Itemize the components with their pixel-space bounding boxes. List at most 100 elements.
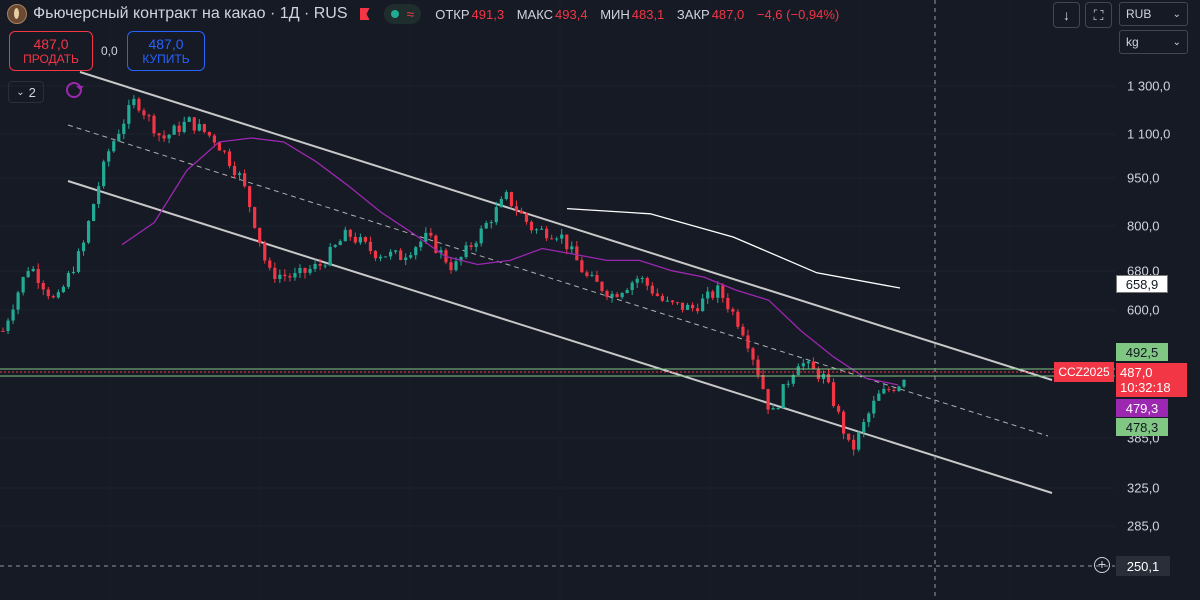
- channel-lower-line: [67, 180, 1053, 494]
- candle-body: [892, 389, 896, 391]
- candle-body: [363, 237, 368, 242]
- candle-body: [610, 293, 614, 297]
- spread-value: 0,0: [101, 44, 118, 58]
- candle-body: [454, 261, 458, 271]
- candle-body: [514, 206, 519, 211]
- candle-body: [796, 366, 800, 376]
- candle-body: [464, 245, 468, 258]
- candle-body: [539, 228, 544, 230]
- candle-body: [378, 256, 383, 259]
- last-price: 487,0: [1120, 365, 1153, 380]
- ohlc-values: ОТКР 491,3 МАКС 493,4 МИН 483,1 ЗАКР 487,0 −…: [435, 7, 848, 22]
- candle-body: [711, 291, 715, 298]
- chevron-down-icon: ⌄: [16, 86, 25, 98]
- candle-body: [192, 117, 196, 131]
- candle-body: [524, 213, 529, 222]
- candle-body: [388, 251, 393, 257]
- candle-body: [41, 282, 45, 290]
- candle-body: [867, 413, 871, 423]
- ticker-tag: CCZ2025: [1054, 362, 1114, 382]
- candle-body: [293, 273, 297, 278]
- crosshair-price-label: 250,1: [1116, 556, 1170, 576]
- candle-body: [263, 242, 267, 261]
- flag-icon[interactable]: [359, 8, 370, 20]
- candle-body: [107, 151, 111, 162]
- candle-body: [429, 232, 433, 236]
- buy-button[interactable]: 487,0 КУПИТЬ: [127, 31, 205, 71]
- candle-body: [836, 406, 841, 412]
- candle-body: [162, 135, 166, 139]
- candle-body: [731, 309, 735, 312]
- chart-grid: [0, 0, 1115, 600]
- candle-body: [278, 274, 282, 280]
- market-open-dot-icon: [390, 10, 399, 18]
- candle-body: [565, 234, 569, 250]
- candle-body: [751, 348, 755, 360]
- candle-body: [696, 308, 700, 312]
- sell-button[interactable]: 487,0 ПРОДАТЬ: [9, 31, 93, 71]
- sell-price: 487,0: [33, 35, 69, 52]
- candle-body: [439, 250, 443, 253]
- candle-body: [761, 375, 765, 390]
- unit-select[interactable]: kg ⌄: [1119, 30, 1188, 54]
- candle-body: [232, 165, 237, 176]
- last-price-label: 487,0 10:32:18: [1116, 363, 1187, 397]
- candle-body: [409, 255, 413, 258]
- candle-body: [635, 278, 639, 283]
- candle-body: [690, 304, 695, 309]
- candle-body: [142, 110, 146, 116]
- candle-body: [56, 292, 60, 298]
- candle-body: [92, 204, 96, 221]
- download-button[interactable]: ↓: [1053, 2, 1080, 28]
- fullscreen-button[interactable]: ⛶: [1085, 2, 1112, 28]
- candle-body: [46, 289, 50, 297]
- candle-body: [887, 388, 891, 390]
- axis-tick: 680,0: [1127, 263, 1160, 279]
- candle-body: [660, 295, 664, 301]
- candle-body: [766, 389, 770, 410]
- candle-body: [771, 408, 775, 410]
- candle-body: [358, 237, 362, 243]
- ohlc-open-value: 491,3: [471, 6, 505, 22]
- candle-body: [555, 238, 559, 240]
- ohlc-low-value: 483,1: [631, 6, 665, 22]
- buy-price: 487,0: [148, 35, 184, 52]
- candle-body: [26, 271, 30, 278]
- sync-icon[interactable]: [66, 82, 84, 98]
- candle-body: [489, 222, 493, 224]
- candle-body: [650, 285, 654, 294]
- high-price-label: 492,5: [1116, 343, 1168, 361]
- candle-body: [736, 311, 740, 327]
- candle-body: [383, 256, 388, 258]
- candle-body: [308, 268, 312, 273]
- channel-mid-line: [67, 124, 1049, 437]
- candle-body: [580, 260, 584, 273]
- candle-body: [227, 151, 232, 166]
- candle-body: [127, 105, 131, 124]
- candle-body: [318, 263, 322, 266]
- moving-averages: [121, 137, 901, 386]
- candle-body: [852, 439, 856, 450]
- market-status[interactable]: ≈: [383, 4, 422, 24]
- add-alert-plus-icon[interactable]: +: [1094, 557, 1110, 573]
- candle-body: [600, 281, 604, 292]
- ohlc-high-key: МАКС: [516, 6, 554, 22]
- candle-body: [243, 173, 247, 187]
- indicators-toggle-button[interactable]: ⌄ 2: [8, 81, 44, 103]
- candle-body: [373, 250, 378, 259]
- candle-body: [620, 292, 624, 298]
- candle-body: [343, 229, 347, 242]
- currency-select[interactable]: RUB ⌄: [1119, 2, 1188, 26]
- candle-body: [791, 375, 795, 384]
- candle-body: [298, 268, 302, 274]
- candle-body: [882, 388, 886, 394]
- candle-body: [288, 276, 292, 278]
- candle-body: [404, 257, 408, 261]
- candle-body: [248, 186, 252, 208]
- candle-body: [11, 309, 15, 321]
- symbol-title[interactable]: Фьючерсный контракт на какао · 1Д · RUS: [33, 5, 348, 22]
- candle-body: [685, 304, 690, 310]
- chart-header: Фьючерсный контракт на какао · 1Д · RUS …: [0, 0, 1060, 28]
- candle-body: [665, 300, 670, 302]
